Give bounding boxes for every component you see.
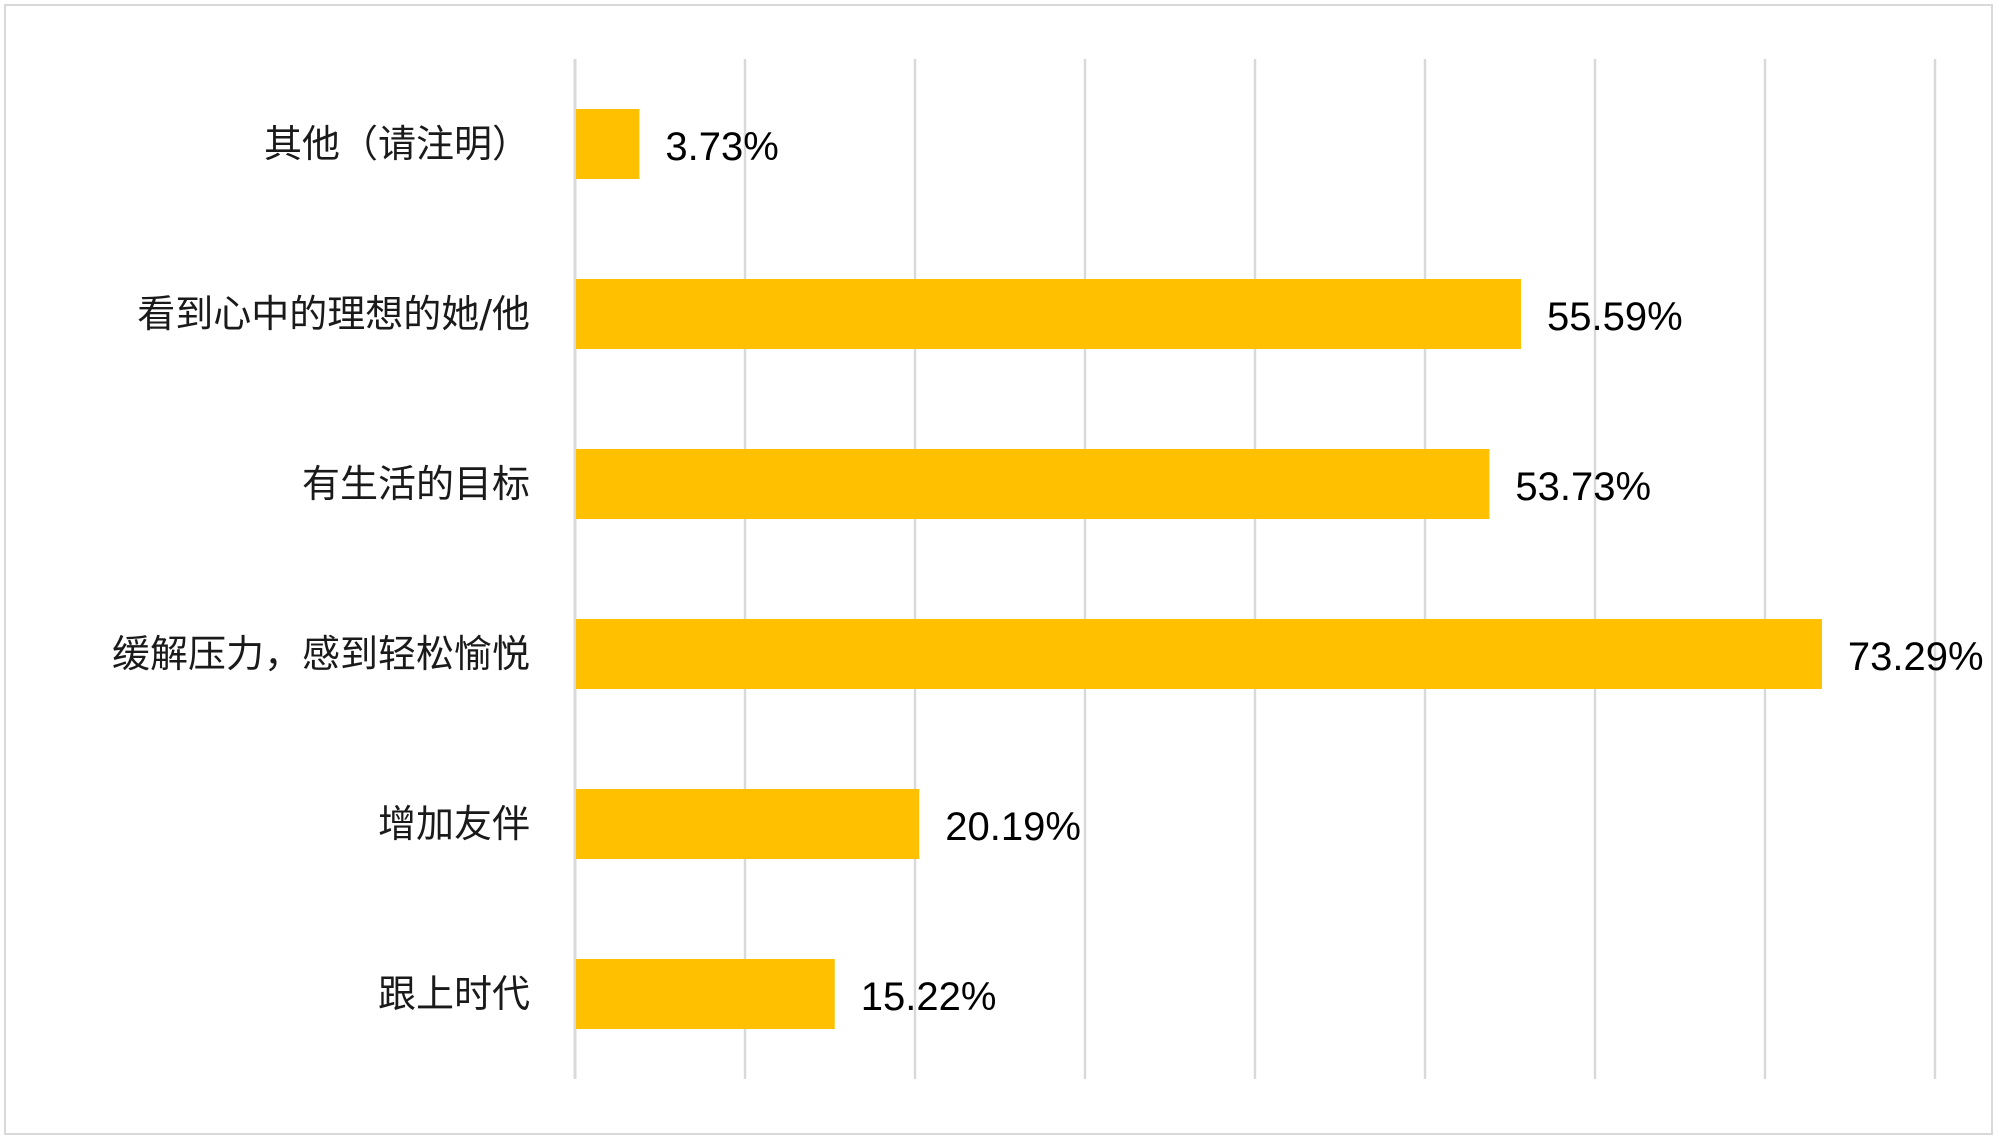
bar — [576, 109, 640, 179]
category-label: 有生活的目标 — [302, 462, 530, 506]
category-label: 其他（请注明） — [264, 122, 530, 166]
category-label: 缓解压力，感到轻松愉悦 — [112, 632, 530, 676]
bar — [576, 279, 1522, 349]
data-label: 53.73% — [1515, 465, 1651, 509]
category-label: 看到心中的理想的她/他 — [137, 292, 530, 336]
category-label: 增加友伴 — [378, 802, 530, 846]
bar — [576, 789, 920, 859]
bars — [576, 109, 1822, 1029]
data-labels: 3.73% 55.59% 53.73% 73.29% 20.19% 15.22% — [665, 125, 1983, 1019]
data-label: 20.19% — [945, 805, 1081, 849]
category-label: 跟上时代 — [378, 972, 530, 1016]
data-label: 55.59% — [1547, 295, 1683, 339]
bar — [576, 619, 1822, 689]
bar — [576, 959, 835, 1029]
data-label: 3.73% — [665, 125, 778, 169]
data-label: 15.22% — [861, 975, 997, 1019]
bar-chart: 其他（请注明） 看到心中的理想的她/他有生活的目标缓解压力，感到轻松愉悦增加友伴跟… — [112, 59, 1984, 1079]
category-labels: 其他（请注明） 看到心中的理想的她/他有生活的目标缓解压力，感到轻松愉悦增加友伴跟… — [112, 122, 530, 1016]
data-label: 73.29% — [1848, 635, 1984, 679]
chart-frame: 其他（请注明） 看到心中的理想的她/他有生活的目标缓解压力，感到轻松愉悦增加友伴跟… — [4, 4, 1993, 1135]
bar — [576, 449, 1490, 519]
grid-lines — [573, 59, 1937, 1079]
